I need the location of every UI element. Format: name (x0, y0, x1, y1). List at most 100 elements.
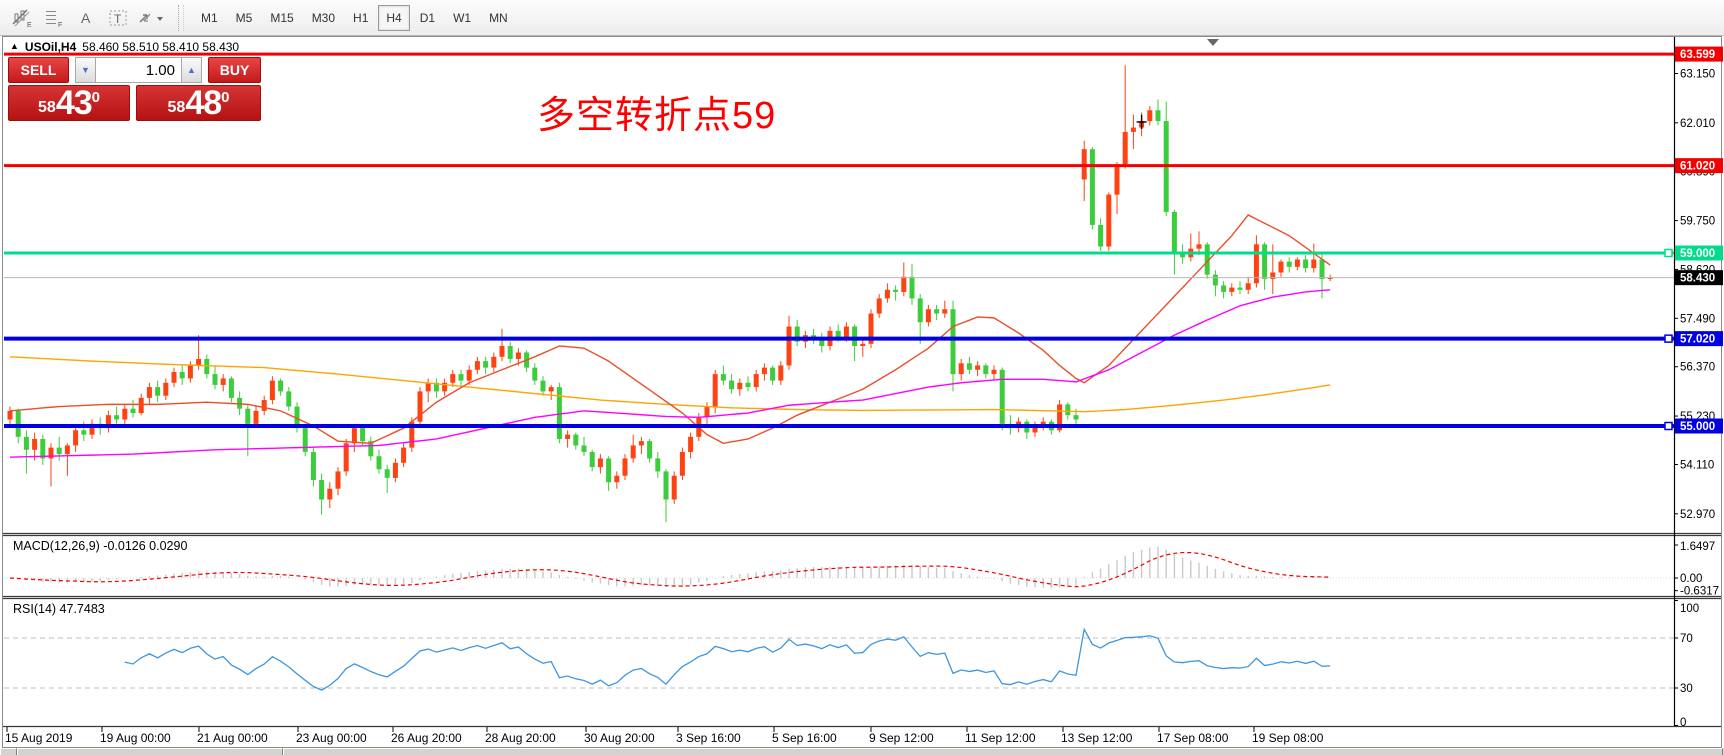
svg-text:21 Aug 00:00: 21 Aug 00:00 (197, 731, 268, 745)
bid-point: 0 (91, 89, 100, 106)
svg-text:63.599: 63.599 (1680, 49, 1715, 61)
svg-text:62.010: 62.010 (1680, 118, 1715, 130)
volume-decrease-button[interactable]: ▼ (75, 57, 96, 83)
svg-text:61.020: 61.020 (1680, 161, 1715, 173)
price-badge (1675, 245, 1723, 261)
svg-text:58.430: 58.430 (1680, 273, 1715, 285)
rsi-line (124, 627, 1331, 691)
svg-text:70: 70 (1680, 633, 1693, 645)
ohlc-values: 58.460 58.510 58.410 58.430 (82, 40, 240, 54)
caret-down-icon: ▼ (81, 65, 90, 75)
ma-fast-magenta (9, 289, 1331, 458)
sell-button[interactable]: SELL (8, 57, 69, 83)
candles-layer (7, 65, 1333, 523)
price-badge (1675, 158, 1723, 174)
timeframe-button-d1[interactable]: D1 (419, 10, 436, 25)
toolbar: E F A T (0, 0, 1724, 36)
text-box-icon[interactable]: T (103, 4, 133, 32)
macd-panel: MACD(12,26,9) -0.0126 0.0290 1.6497 0.00-0… (4, 539, 1719, 598)
svg-text:52.970: 52.970 (1680, 509, 1715, 521)
status-bar-cell-2 (283, 748, 1723, 755)
svg-text:9 Sep 12:00: 9 Sep 12:00 (869, 731, 934, 745)
svg-text:26 Aug 20:00: 26 Aug 20:00 (391, 731, 462, 745)
ask-integer: 58 (167, 99, 186, 116)
timeframe-button-mn[interactable]: MN (489, 10, 508, 25)
svg-text:T: T (114, 12, 122, 26)
volume-input[interactable] (96, 57, 181, 83)
price-badge (1675, 331, 1723, 347)
arrows-icon[interactable] (135, 4, 167, 32)
svg-text:15 Aug 2019: 15 Aug 2019 (5, 731, 73, 745)
bid-integer: 58 (38, 99, 56, 116)
collapse-triangle-icon[interactable]: ▲ (10, 41, 19, 51)
price-badge (1675, 270, 1723, 286)
svg-text:59.000: 59.000 (1680, 248, 1715, 260)
svg-text:28 Aug 20:00: 28 Aug 20:00 (485, 731, 556, 745)
macd-label: MACD(12,26,9) -0.0126 0.0290 (13, 539, 187, 553)
drawing-tools-icon[interactable]: E (7, 4, 37, 32)
ask-point: 0 (221, 89, 230, 106)
bid-pips: 43 (55, 84, 93, 123)
timeframe-button-w1[interactable]: W1 (453, 10, 472, 25)
svg-text:1.6497: 1.6497 (1680, 541, 1715, 553)
svg-text:E: E (27, 22, 32, 28)
bid-price-panel[interactable]: 58 43 0 (8, 85, 130, 121)
svg-text:A: A (81, 10, 91, 26)
svg-text:11 Sep 12:00: 11 Sep 12:00 (965, 731, 1036, 745)
hline-handle-icon[interactable] (1664, 334, 1673, 343)
timeframe-button-h4[interactable]: H4 (378, 4, 410, 31)
svg-text:59.750: 59.750 (1680, 216, 1715, 228)
svg-text:3 Sep 16:00: 3 Sep 16:00 (676, 731, 741, 745)
volume-increase-button[interactable]: ▲ (181, 57, 202, 83)
price-badge (1675, 46, 1723, 62)
time-axis: 15 Aug 2019 19 Aug 00:00 21 Aug 00:00 23 Au… (5, 727, 1324, 745)
svg-text:57.490: 57.490 (1680, 313, 1715, 325)
rsi-panel: RSI(14) 47.7483 100 70 30 0 (4, 600, 1699, 729)
status-bar-cell-0 (0, 748, 17, 755)
timeframe-group: M1 M5 M15 M30 H1 H4 D1 W1 MN (192, 4, 517, 31)
markers-layer (1136, 39, 1219, 129)
horizontal-lines-layer (4, 52, 1674, 431)
svg-text:54.110: 54.110 (1680, 459, 1714, 471)
svg-text:F: F (58, 22, 62, 28)
svg-text:23 Aug 00:00: 23 Aug 00:00 (296, 731, 367, 745)
chart-symbol-header: ▲ USOil,H4 58.460 58.510 58.410 58.430 (10, 40, 239, 54)
ma-mid-red (9, 214, 1331, 445)
timeframe-button-m30[interactable]: M30 (311, 10, 336, 25)
timeframe-button-h1[interactable]: H1 (353, 10, 369, 25)
svg-text:0: 0 (1680, 717, 1686, 729)
svg-text:5 Sep 16:00: 5 Sep 16:00 (772, 731, 837, 745)
svg-text:17 Sep 08:00: 17 Sep 08:00 (1157, 731, 1229, 745)
caret-up-icon: ▲ (187, 65, 196, 75)
chart-text-annotation[interactable]: 多空转折点59 (537, 95, 777, 137)
chart-frame (2, 36, 1722, 748)
hline-handle-icon[interactable] (1664, 421, 1673, 431)
svg-text:30 Aug 20:00: 30 Aug 20:00 (584, 731, 655, 745)
text-label-icon[interactable]: A (71, 4, 101, 32)
timeframe-button-m15[interactable]: M15 (270, 10, 294, 25)
price-badge (1675, 418, 1723, 434)
svg-text:19 Sep 08:00: 19 Sep 08:00 (1252, 731, 1324, 745)
svg-text:19 Aug 00:00: 19 Aug 00:00 (100, 731, 171, 745)
buy-button[interactable]: BUY (208, 57, 261, 83)
grid-icon[interactable]: F (39, 4, 69, 32)
status-bar-cell-1 (17, 748, 283, 755)
macd-signal-line (9, 551, 1331, 588)
timeframe-button-m5[interactable]: M5 (235, 10, 253, 25)
timeframe-button-m1[interactable]: M1 (201, 10, 218, 25)
rsi-label: RSI(14) 47.7483 (13, 602, 105, 616)
svg-text:-0.6317: -0.6317 (1680, 586, 1719, 598)
svg-text:56.370: 56.370 (1680, 362, 1715, 374)
hline-handle-icon[interactable] (1664, 248, 1673, 258)
chart-shift-marker-icon[interactable] (1207, 39, 1219, 46)
symbol-period: USOil,H4 (24, 40, 77, 54)
dropdown-caret-icon (157, 16, 163, 21)
svg-text:63.150: 63.150 (1680, 69, 1715, 81)
svg-text:13 Sep 12:00: 13 Sep 12:00 (1061, 731, 1133, 745)
svg-text:100: 100 (1680, 603, 1699, 615)
ask-price-panel[interactable]: 58 48 0 (136, 85, 261, 121)
svg-text:0.00: 0.00 (1680, 573, 1702, 585)
svg-text:55.000: 55.000 (1680, 421, 1715, 433)
